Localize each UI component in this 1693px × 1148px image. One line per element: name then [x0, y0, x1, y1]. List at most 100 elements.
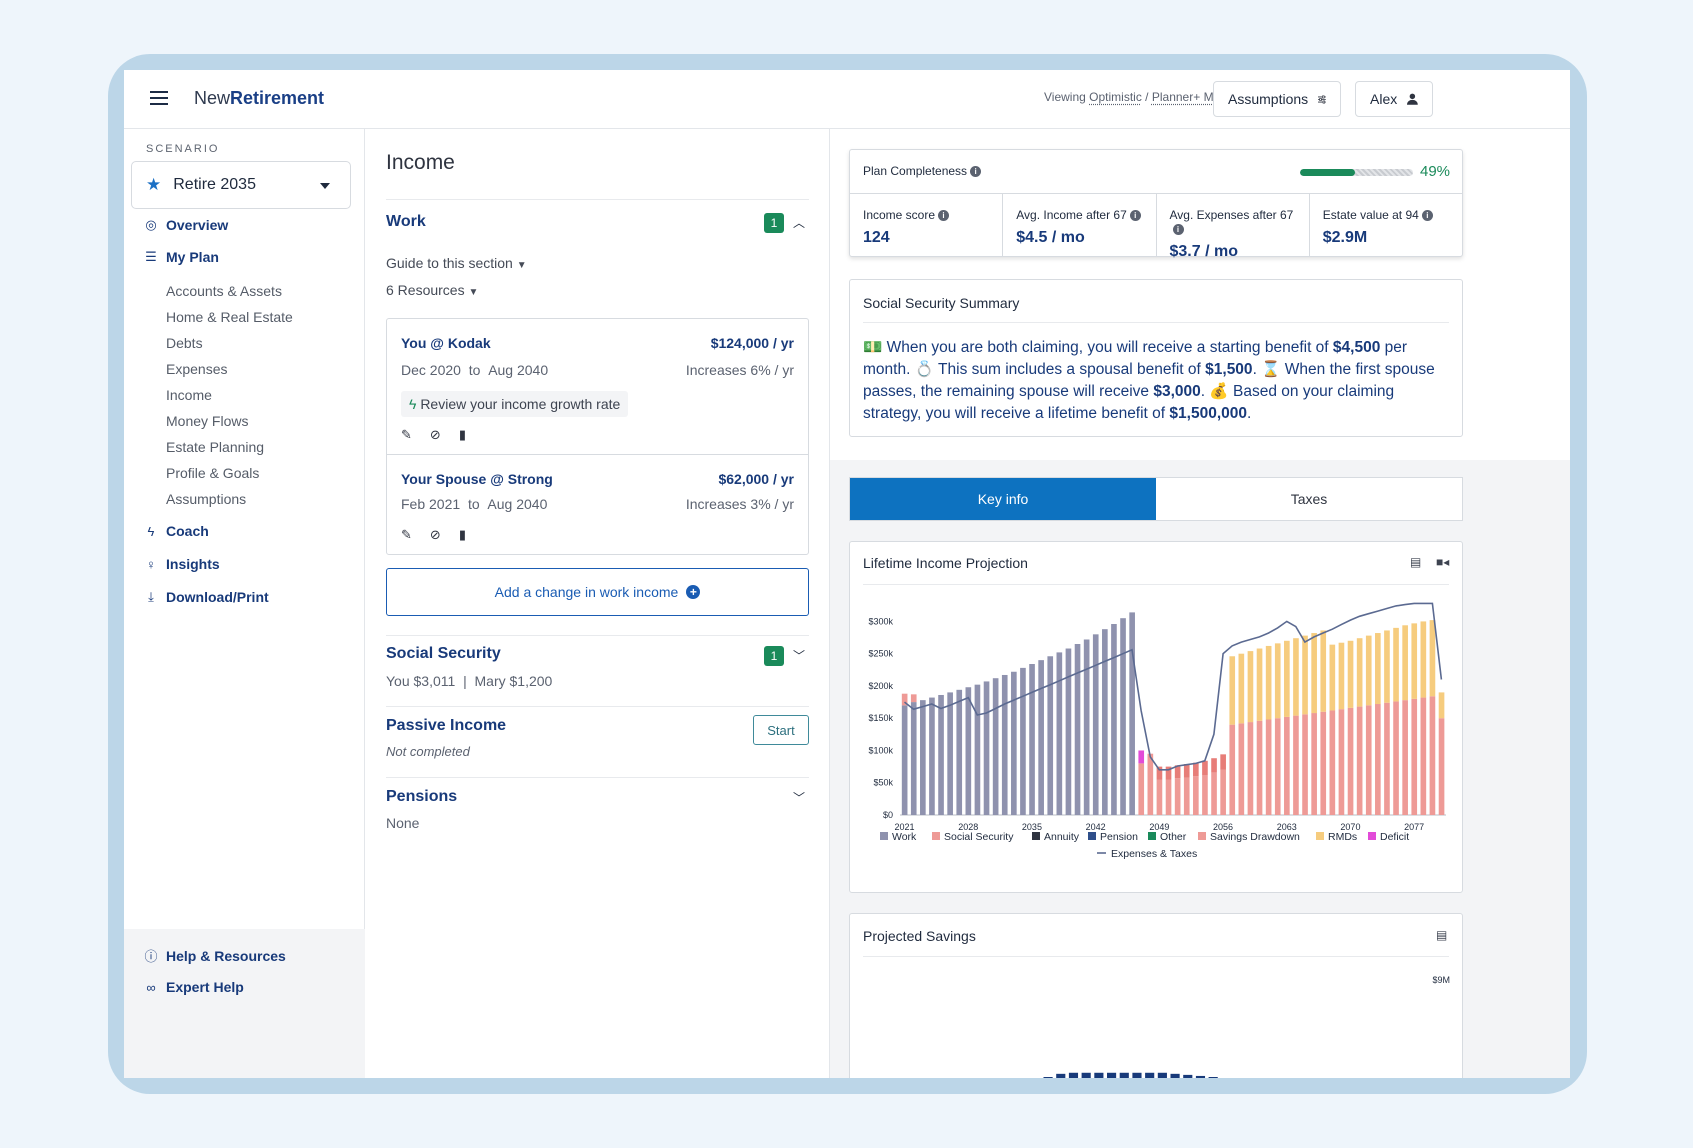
bar-segment — [1265, 645, 1272, 720]
nav-coach[interactable]: ϟ Coach — [144, 523, 209, 539]
completeness-percent: 49% — [1420, 163, 1451, 180]
legend-label: Annuity — [1044, 831, 1080, 843]
nav-expert-help[interactable]: ∞ Expert Help — [144, 979, 243, 995]
video-icon[interactable]: ■◂ — [1436, 555, 1450, 569]
caret-down-icon: ▼ — [516, 260, 527, 271]
work-entry-amount: $62,000 / yr — [718, 471, 794, 487]
info-icon[interactable]: i — [1421, 210, 1433, 221]
edit-icon[interactable]: ✎ — [401, 427, 412, 442]
scenario-select[interactable]: ★ Retire 2035 — [131, 161, 351, 209]
x-tick-label: 2042 — [1086, 822, 1106, 832]
resources-toggle[interactable]: 6 Resources ▼ — [386, 282, 479, 298]
nav-my-plan[interactable]: ☰ My Plan — [145, 249, 219, 265]
nav-profile-goals[interactable]: Profile & Goals — [166, 465, 260, 481]
nav-income[interactable]: Income — [166, 387, 212, 403]
bar-segment — [1320, 711, 1327, 815]
chart-title: Lifetime Income Projection — [863, 555, 1028, 571]
book-icon[interactable]: ▤ — [1410, 555, 1422, 569]
work-entry-dates: Dec 2020 to Aug 2040 Increases 6% / yr — [401, 362, 794, 378]
nav-accounts-assets[interactable]: Accounts & Assets — [166, 283, 282, 299]
nav-help-resources[interactable]: ⓘ Help & Resources — [144, 947, 286, 965]
social-security-section-title[interactable]: Social Security — [386, 645, 501, 662]
glasses-icon: ∞ — [146, 979, 156, 995]
passive-income-start-button[interactable]: Start — [753, 715, 809, 745]
bar-segment — [1329, 644, 1336, 711]
pensions-section-title[interactable]: Pensions — [386, 788, 458, 805]
divider — [863, 584, 1449, 585]
work-entry-name[interactable]: Your Spouse @ Strong — [401, 471, 553, 487]
nav-money-flows[interactable]: Money Flows — [166, 413, 249, 429]
nav-download-print[interactable]: ⤓ Download/Print — [144, 589, 269, 605]
expenses-line — [904, 602, 1443, 771]
bar-segment — [1411, 623, 1418, 699]
sliders-icon — [1318, 95, 1326, 103]
assumptions-button[interactable]: Assumptions — [1213, 81, 1341, 117]
bar-segment — [1338, 642, 1345, 710]
ring-icon: 💍 — [914, 361, 935, 378]
tab-taxes[interactable]: Taxes — [1290, 491, 1328, 507]
work-entry-name[interactable]: You @ Kodak — [401, 335, 491, 351]
trash-icon[interactable]: ▮ — [458, 427, 466, 442]
bar-segment — [1238, 723, 1245, 815]
chevron-up-icon[interactable]: ︿ — [793, 216, 806, 230]
social-security-summary-text: 💵 When you are both claiming, you will r… — [863, 339, 1435, 422]
passive-income-section-title[interactable]: Passive Income — [386, 717, 507, 734]
bar-segment — [1375, 704, 1381, 815]
info-icon[interactable]: i — [1129, 210, 1141, 221]
bar-segment — [1384, 702, 1390, 815]
info-icon[interactable]: i — [970, 166, 982, 177]
plan-completeness-card: Plan Completeness i 49% Income score i 124 … — [849, 149, 1463, 260]
growth-tip[interactable]: ϟ Review your income growth rate — [401, 391, 629, 417]
social-security-summary-title: Social Security Summary — [863, 295, 1020, 311]
social-security-summary-card: Social Security Summary 💵 When you are b… — [849, 279, 1463, 437]
chevron-down-icon[interactable]: ﹀ — [793, 791, 806, 805]
bar-segment — [1211, 758, 1217, 773]
bar-segment — [947, 692, 953, 815]
nav-estate-planning[interactable]: Estate Planning — [166, 439, 265, 455]
compass-icon: ◎ — [145, 217, 157, 232]
bar-segment — [1202, 774, 1208, 815]
chevron-down-icon[interactable]: ﹀ — [793, 649, 806, 663]
divider — [863, 322, 1449, 323]
y-tick-label: $150k — [868, 713, 893, 723]
bar-segment — [1311, 633, 1317, 714]
bar-segment — [1411, 698, 1418, 815]
info-icon[interactable]: i — [1172, 224, 1184, 235]
info-icon[interactable]: i — [938, 210, 950, 221]
x-tick-label: 2028 — [958, 822, 978, 832]
divider — [386, 635, 809, 636]
scenario-label: SCENARIO — [146, 143, 220, 155]
app-logo[interactable]: NewRetirement — [194, 88, 325, 108]
savings-bar — [1068, 1072, 1079, 1078]
star-icon: ★ — [146, 175, 162, 194]
legend-swatch — [1198, 832, 1206, 840]
nav-debts[interactable]: Debts — [166, 335, 203, 351]
nav-expenses[interactable]: Expenses — [166, 361, 228, 377]
bar-segment — [1375, 633, 1381, 705]
hide-icon[interactable]: ⊘ — [429, 427, 441, 442]
income-panel: Income Work 1 ︿ Guide to this section ▼ … — [365, 129, 830, 1078]
nav-overview[interactable]: ◎ Overview — [145, 217, 229, 233]
bar-segment — [1365, 705, 1372, 815]
work-income-list: You @ Kodak $124,000 / yr Dec 2020 to Au… — [386, 318, 809, 555]
info-tabs: Key info Taxes — [849, 477, 1463, 521]
user-menu-button[interactable]: Alex — [1355, 81, 1433, 117]
menu-icon[interactable] — [150, 91, 168, 105]
nav-insights[interactable]: ♀ Insights — [144, 556, 220, 572]
trash-icon[interactable]: ▮ — [458, 527, 466, 542]
bar-segment — [1229, 724, 1236, 815]
viewing-scenario-link[interactable]: Optimistic — [1089, 90, 1142, 104]
work-section-title[interactable]: Work — [386, 213, 426, 230]
work-count-badge: 1 — [764, 213, 784, 233]
guide-toggle[interactable]: Guide to this section ▼ — [386, 255, 527, 271]
hide-icon[interactable]: ⊘ — [429, 527, 441, 542]
nav-assumptions[interactable]: Assumptions — [166, 491, 247, 507]
money-bag-icon: 💰 — [1209, 383, 1229, 400]
book-icon[interactable]: ▤ — [1436, 928, 1448, 942]
add-work-income-button[interactable]: Add a change in work income + — [386, 568, 809, 616]
edit-icon[interactable]: ✎ — [401, 527, 412, 542]
nav-home-real-estate[interactable]: Home & Real Estate — [166, 309, 293, 325]
legend-label: Social Security — [944, 831, 1014, 843]
legend-label: Deficit — [1380, 831, 1409, 843]
tab-key-info[interactable]: Key info — [850, 478, 1156, 520]
